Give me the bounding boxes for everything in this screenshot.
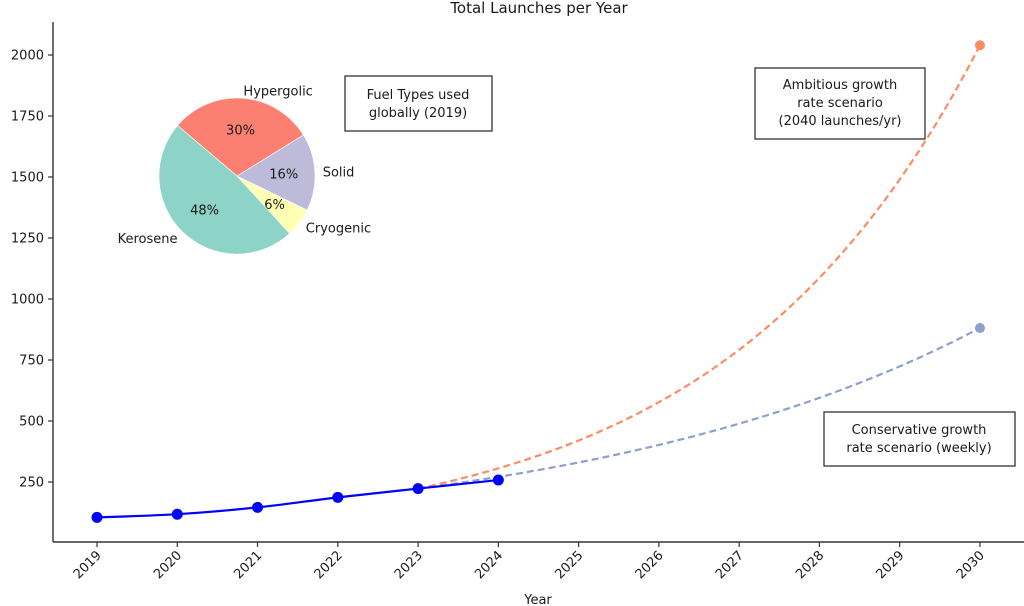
- pie-label-cryogenic: Cryogenic: [306, 221, 371, 236]
- ambitious-scenario-line: [417, 44, 981, 490]
- historical-data-point: [91, 511, 103, 523]
- chart-title: Total Launches per Year: [449, 0, 628, 17]
- ambitious-scenario-end-point: [974, 40, 985, 51]
- x-tick-label: 2022: [312, 548, 346, 582]
- x-tick-label: 2028: [793, 548, 827, 582]
- conservative-annotation-line-2: rate scenario (weekly): [846, 441, 991, 456]
- series-layer: [91, 40, 985, 523]
- historical-data-point: [332, 491, 344, 503]
- pie-slice-kerosene: [158, 125, 291, 255]
- x-axis-label: Year: [523, 593, 552, 606]
- ambitious-annotation-line-2: rate scenario: [797, 96, 883, 111]
- pie-pct-label-hypergolic: 30%: [226, 123, 255, 138]
- pie-title-line-2: globally (2019): [369, 106, 467, 121]
- conservative-scenario-end-point: [974, 323, 985, 334]
- y-tick-label: 500: [19, 415, 44, 430]
- x-tick-label: 2023: [392, 548, 426, 582]
- fuel-types-pie: 6% Cryogenic 16% Solid 30% Hypergolic 48% Keros…: [118, 84, 371, 255]
- conservative-scenario-line: [417, 327, 981, 490]
- conservative-annotation-border: [823, 411, 1016, 467]
- ambitious-annotation-box: Ambitious growth rate scenario (2040 lau…: [754, 67, 926, 140]
- historical-launches-line: [96, 478, 499, 519]
- historical-data-point: [171, 508, 183, 520]
- pie-label-hypergolic: Hypergolic: [243, 84, 312, 99]
- pie-title-box-border: [344, 75, 493, 132]
- ambitious-annotation-border: [754, 67, 926, 140]
- pie-label-solid: Solid: [323, 166, 355, 181]
- y-tick-label: 1750: [11, 110, 44, 125]
- y-tick-label: 1250: [11, 232, 44, 247]
- conservative-annotation-box: Conservative growth rate scenario (weekl…: [823, 411, 1016, 467]
- y-tick-label: 2000: [11, 49, 44, 64]
- x-tick-label: 2020: [151, 548, 185, 582]
- pie-label-kerosene: Kerosene: [118, 232, 178, 247]
- x-tick-label: 2019: [71, 548, 105, 582]
- pie-title-box: Fuel Types used globally (2019): [344, 75, 493, 132]
- x-tick-label: 2021: [231, 548, 265, 582]
- y-tick-label: 1000: [11, 293, 44, 308]
- historical-data-point: [252, 501, 264, 513]
- y-tick-label: 250: [19, 476, 44, 491]
- pie-pct-label-kerosene: 48%: [190, 204, 219, 219]
- historical-data-point: [492, 474, 504, 486]
- x-tick-label: 2024: [472, 548, 506, 582]
- pie-pct-label-cryogenic: 6%: [264, 198, 285, 213]
- x-tick-label: 2025: [552, 548, 586, 582]
- x-tick-label: 2027: [713, 548, 747, 582]
- ambitious-annotation-line-1: Ambitious growth: [783, 78, 897, 93]
- conservative-annotation-line-1: Conservative growth: [852, 423, 987, 438]
- historical-data-point: [412, 483, 424, 495]
- pie-pct-label-solid: 16%: [269, 168, 298, 183]
- pie-slice-hypergolic: [177, 97, 304, 177]
- y-tick-label: 750: [19, 354, 44, 369]
- y-tick-label: 1500: [11, 171, 44, 186]
- x-axis: 2019 2020 2021 2022 2023 2024 2025 2026 2027 2028…: [71, 542, 988, 582]
- x-tick-label: 2030: [954, 548, 988, 582]
- pie-slice-solid: [236, 134, 316, 211]
- y-axis: 250 500 750 1000 1250 1500 1750 2000: [11, 49, 53, 491]
- x-tick-label: 2029: [874, 548, 908, 582]
- pie-title-line-1: Fuel Types used: [367, 88, 470, 103]
- ambitious-annotation-line-3: (2040 launches/yr): [779, 114, 902, 129]
- x-tick-label: 2026: [633, 548, 667, 582]
